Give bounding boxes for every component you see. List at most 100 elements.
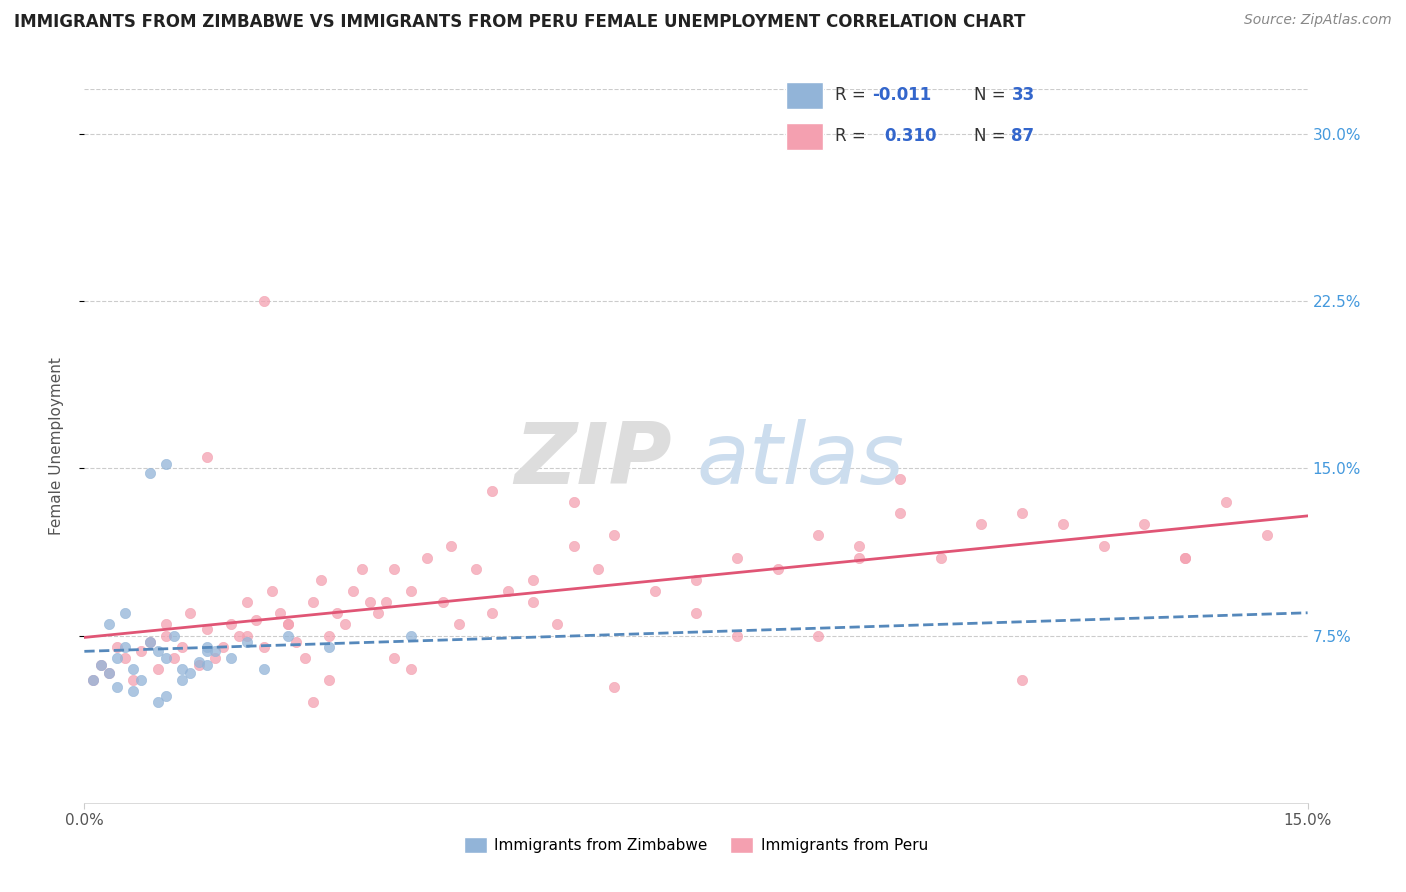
Point: [318, 640, 340, 654]
Text: 87: 87: [1011, 128, 1035, 145]
Point: [766, 562, 789, 576]
Point: [1011, 506, 1033, 520]
Point: [889, 472, 911, 486]
Point: [335, 617, 357, 632]
Point: [131, 644, 153, 658]
Legend: Immigrants from Zimbabwe, Immigrants from Peru: Immigrants from Zimbabwe, Immigrants fro…: [457, 831, 935, 859]
Point: [464, 562, 486, 576]
Point: [212, 640, 235, 654]
Point: [309, 573, 332, 587]
Point: [848, 550, 870, 565]
Point: [1215, 494, 1237, 508]
Point: [253, 640, 276, 654]
Point: [481, 607, 503, 621]
Point: [685, 573, 707, 587]
Point: [807, 628, 830, 642]
Point: [1174, 550, 1197, 565]
Point: [138, 635, 160, 649]
Point: [163, 628, 186, 642]
Point: [481, 483, 503, 498]
Point: [228, 628, 250, 642]
Point: [155, 457, 177, 471]
Point: [449, 617, 471, 632]
Point: [318, 673, 340, 687]
Point: [1092, 539, 1115, 553]
Point: [440, 539, 463, 553]
Point: [131, 673, 153, 687]
Point: [195, 644, 218, 658]
Point: [146, 662, 169, 676]
Point: [603, 528, 626, 542]
Point: [155, 651, 177, 665]
Point: [97, 666, 120, 681]
Point: [294, 651, 316, 665]
Point: [195, 450, 218, 464]
Point: [204, 644, 226, 658]
Point: [382, 562, 405, 576]
Point: [644, 583, 666, 598]
Point: [172, 662, 194, 676]
Y-axis label: Female Unemployment: Female Unemployment: [49, 357, 63, 535]
Text: 0.310: 0.310: [884, 128, 938, 145]
Point: [90, 657, 112, 672]
Point: [1133, 516, 1156, 531]
Point: [685, 607, 707, 621]
Point: [260, 583, 283, 598]
Point: [253, 662, 276, 676]
Point: [367, 607, 389, 621]
Point: [277, 617, 299, 632]
Text: 33: 33: [1011, 87, 1035, 104]
Point: [187, 657, 209, 672]
Point: [146, 696, 169, 710]
Point: [807, 528, 830, 542]
Point: [105, 640, 128, 654]
Point: [375, 595, 398, 609]
Point: [586, 562, 609, 576]
Point: [195, 657, 218, 672]
Point: [399, 628, 422, 642]
Point: [195, 622, 218, 636]
Point: [432, 595, 454, 609]
Text: N =: N =: [974, 87, 1011, 104]
Point: [82, 673, 104, 687]
Point: [138, 466, 160, 480]
Text: R =: R =: [835, 87, 872, 104]
Point: [889, 506, 911, 520]
Text: R =: R =: [835, 128, 876, 145]
Point: [97, 666, 120, 681]
Point: [236, 628, 259, 642]
Point: [1174, 550, 1197, 565]
Text: ZIP: ZIP: [513, 418, 672, 502]
Point: [155, 689, 177, 703]
Point: [97, 617, 120, 632]
Point: [1011, 673, 1033, 687]
Text: IMMIGRANTS FROM ZIMBABWE VS IMMIGRANTS FROM PERU FEMALE UNEMPLOYMENT CORRELATION: IMMIGRANTS FROM ZIMBABWE VS IMMIGRANTS F…: [14, 13, 1025, 31]
Point: [90, 657, 112, 672]
Point: [155, 617, 177, 632]
Point: [236, 595, 259, 609]
Point: [522, 573, 544, 587]
Point: [350, 562, 373, 576]
Point: [970, 516, 993, 531]
Point: [929, 550, 952, 565]
Point: [725, 628, 748, 642]
Point: [155, 628, 177, 642]
Point: [1256, 528, 1278, 542]
Point: [562, 494, 585, 508]
Point: [195, 640, 218, 654]
Point: [219, 617, 242, 632]
Point: [172, 673, 194, 687]
Point: [342, 583, 364, 598]
Point: [219, 651, 242, 665]
Point: [245, 613, 267, 627]
Point: [146, 644, 169, 658]
Point: [285, 635, 308, 649]
Bar: [786, 123, 823, 150]
Point: [326, 607, 349, 621]
Point: [114, 607, 136, 621]
Text: N =: N =: [974, 128, 1011, 145]
Point: [179, 607, 201, 621]
Point: [399, 662, 422, 676]
Point: [114, 640, 136, 654]
Point: [301, 595, 323, 609]
